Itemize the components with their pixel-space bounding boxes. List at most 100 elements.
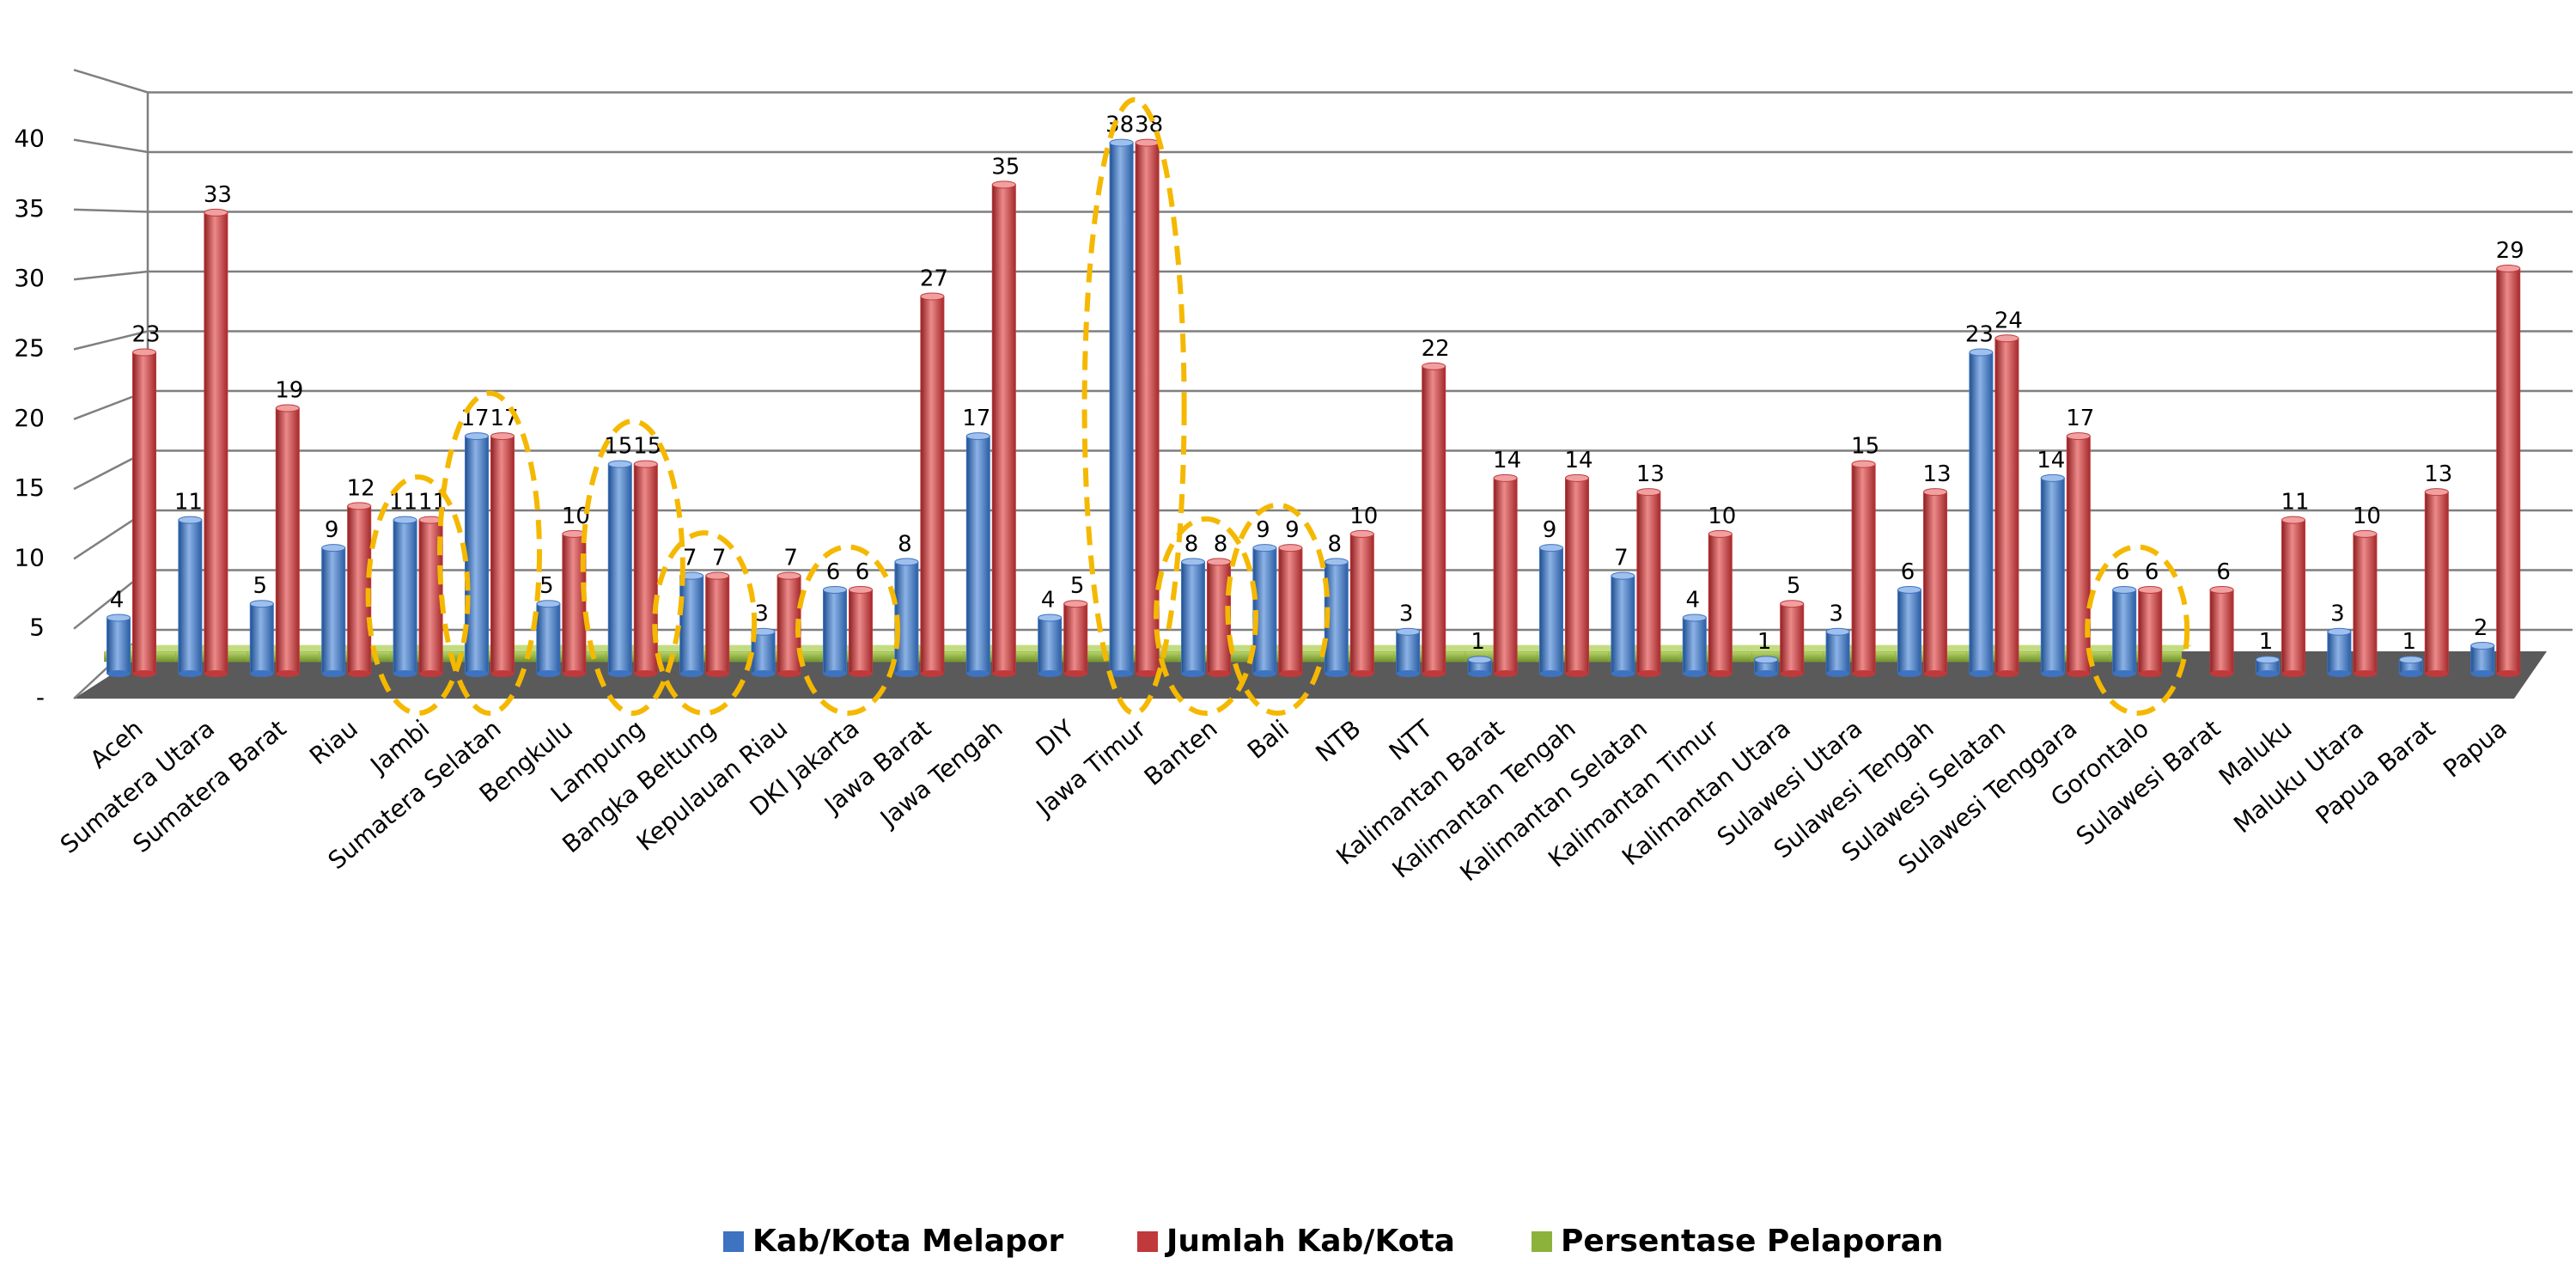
bar-top (705, 571, 730, 580)
bar-top (1611, 571, 1635, 580)
bar-base (1969, 670, 1993, 677)
value-label: 6 (1901, 559, 1915, 585)
bar (2112, 589, 2137, 675)
bar-base (1325, 670, 1349, 677)
highlight (1154, 516, 1258, 717)
bar (1565, 477, 1589, 675)
bar-base (2399, 670, 2423, 677)
legend-swatch (1532, 1231, 1552, 1252)
value-label: 7 (783, 546, 798, 571)
x-tick-label: Riau (304, 714, 363, 770)
bar (823, 589, 847, 675)
wall-top (73, 69, 2573, 94)
bar (1038, 617, 1063, 675)
bar-top (1207, 558, 1231, 566)
x-tick-label: Bali (1242, 714, 1294, 765)
y-tick-label: 25 (14, 334, 45, 363)
bar (1994, 338, 2019, 675)
bar-base (1136, 670, 1160, 677)
bar-top (2327, 627, 2352, 636)
value-label: 22 (1422, 336, 1450, 362)
bar-top (2112, 585, 2137, 594)
bar (1780, 603, 1805, 675)
bar (204, 211, 228, 675)
bar (1897, 589, 1921, 675)
value-label: 13 (2424, 461, 2452, 487)
value-label: 14 (1564, 448, 1592, 473)
bar-top (1539, 544, 1563, 553)
bar (2281, 519, 2305, 675)
bar-base (2353, 670, 2377, 677)
bar-top (1349, 529, 1374, 538)
value-label: 27 (920, 266, 948, 291)
grid-line (73, 330, 2573, 351)
y-tick-label: 20 (14, 404, 45, 432)
bar-base (1780, 670, 1804, 677)
highlight (1225, 502, 1331, 717)
bar-top (823, 585, 847, 594)
value-label: 6 (856, 559, 870, 585)
value-label: 7 (683, 546, 697, 571)
value-label: 29 (2496, 238, 2524, 264)
bar-base (1110, 670, 1134, 677)
bar-base (276, 670, 300, 677)
bar-base (1708, 670, 1733, 677)
bar-base (2112, 670, 2136, 677)
value-label: 5 (1787, 573, 1801, 599)
bar-base (132, 670, 156, 677)
bar (490, 436, 515, 675)
value-label: 6 (2216, 559, 2231, 585)
bar-top (1063, 600, 1088, 608)
value-label: 14 (1493, 448, 1521, 473)
value-label: 6 (826, 559, 841, 585)
bar-top (1851, 460, 1876, 468)
bar-top (607, 460, 632, 468)
value-label: 35 (991, 154, 1020, 180)
value-label: 10 (2353, 504, 2381, 529)
bar-top (1897, 585, 1921, 594)
bar (1682, 617, 1707, 675)
bar-top (1994, 334, 2019, 343)
bar-base (2470, 670, 2494, 677)
value-label: 23 (1965, 322, 1994, 348)
bar-base (536, 670, 560, 677)
bar (2496, 267, 2521, 675)
bar-top (633, 460, 658, 468)
bar (1422, 365, 1446, 675)
value-label: 8 (898, 531, 912, 557)
bar (1923, 492, 1947, 675)
bar-top (776, 571, 801, 580)
bar-top (1109, 138, 1134, 147)
bar (849, 589, 873, 675)
bar-top (2281, 516, 2305, 524)
value-label: 5 (1070, 573, 1085, 599)
y-tick-label: - (36, 683, 45, 711)
bar (393, 519, 417, 675)
bar-top (894, 558, 919, 566)
bar-top (920, 292, 945, 301)
bar-top (1754, 656, 1779, 664)
bar (679, 575, 704, 675)
value-label: 1 (2402, 629, 2417, 655)
bar-top (1708, 529, 1733, 538)
bar-base (2256, 670, 2280, 677)
bar-top (249, 600, 274, 608)
bar (465, 436, 489, 675)
highlight (580, 418, 685, 716)
bar (1825, 631, 1850, 675)
bar-base (2210, 670, 2234, 677)
value-label: 19 (275, 378, 303, 404)
legend-label: Jumlah Kab/Kota (1164, 1224, 1455, 1259)
bar-base (1063, 670, 1087, 677)
grid-line (73, 208, 2573, 213)
legend-label: Persentase Pelaporan (1561, 1224, 1944, 1259)
bar (1969, 351, 1994, 675)
bar-top (1396, 627, 1421, 636)
bar-base (2067, 670, 2091, 677)
value-label: 5 (253, 573, 268, 599)
value-label: 7 (1614, 546, 1629, 571)
bar-top (204, 208, 228, 217)
bar-top (965, 432, 990, 441)
bar-base (634, 670, 658, 677)
value-label: 9 (1543, 517, 1557, 543)
